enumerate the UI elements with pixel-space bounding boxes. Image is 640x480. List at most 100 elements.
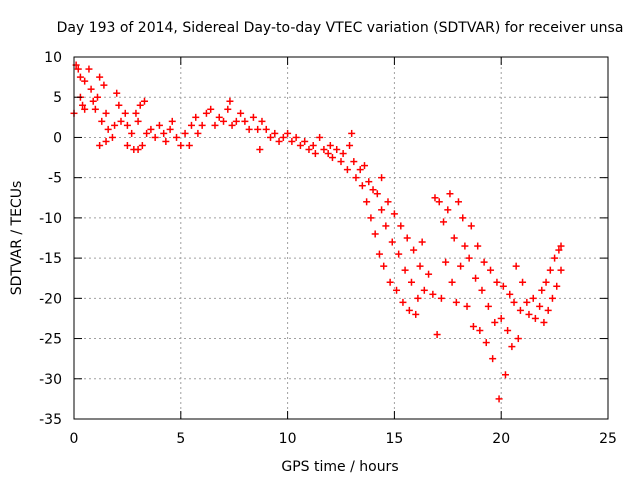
- data-point: [388, 238, 396, 246]
- x-tick-label: 0: [70, 431, 79, 447]
- data-point: [546, 266, 554, 274]
- data-point: [461, 242, 469, 250]
- data-point: [540, 318, 548, 326]
- data-point: [326, 141, 334, 149]
- data-point: [350, 158, 358, 166]
- data-point: [211, 121, 219, 129]
- data-point: [360, 162, 368, 170]
- x-tick-label: 25: [599, 431, 617, 447]
- data-point: [380, 262, 388, 270]
- y-tick-label: -5: [48, 171, 62, 187]
- data-point: [346, 141, 354, 149]
- data-point: [117, 117, 125, 125]
- data-point: [104, 125, 112, 133]
- data-point: [339, 150, 347, 158]
- data-point: [472, 274, 480, 282]
- data-point: [151, 133, 159, 141]
- data-point: [232, 117, 240, 125]
- data-point: [510, 298, 518, 306]
- data-point: [241, 117, 249, 125]
- data-point: [147, 125, 155, 133]
- data-point: [173, 133, 181, 141]
- data-point: [111, 121, 119, 129]
- data-point: [516, 306, 524, 314]
- data-point: [480, 258, 488, 266]
- data-point: [414, 294, 422, 302]
- x-tick-label: 20: [492, 431, 510, 447]
- data-point: [463, 302, 471, 310]
- data-point: [333, 146, 341, 154]
- data-point: [311, 150, 319, 158]
- data-point: [395, 250, 403, 258]
- data-point: [386, 278, 394, 286]
- data-point: [497, 314, 505, 322]
- data-point: [454, 198, 462, 206]
- ticks: 0 5 10 15 20 25 10 5 0 -5 -10 -15 -20 -25 -30 -35: [39, 50, 617, 447]
- data-point: [343, 166, 351, 174]
- data-point: [433, 331, 441, 339]
- data-point: [553, 282, 561, 290]
- data-point: [514, 335, 522, 343]
- data-points: [70, 61, 565, 403]
- y-axis-label: SDTVAR / TECUs: [9, 181, 25, 296]
- data-point: [254, 125, 262, 133]
- y-tick-label: -35: [39, 412, 62, 428]
- data-point: [258, 117, 266, 125]
- data-point: [89, 97, 97, 105]
- data-point: [202, 109, 210, 117]
- y-tick-label: -25: [39, 332, 62, 348]
- data-point: [237, 109, 245, 117]
- data-point: [440, 218, 448, 226]
- data-point: [465, 254, 473, 262]
- data-point: [121, 109, 129, 117]
- data-point: [519, 278, 527, 286]
- data-point: [168, 117, 176, 125]
- data-point: [489, 355, 497, 363]
- data-point: [390, 210, 398, 218]
- data-point: [113, 89, 121, 97]
- data-point: [296, 141, 304, 149]
- data-point: [288, 137, 296, 145]
- data-point: [100, 81, 108, 89]
- data-point: [418, 238, 426, 246]
- data-point: [194, 129, 202, 137]
- data-point: [523, 298, 531, 306]
- data-point: [123, 141, 131, 149]
- data-point: [384, 198, 392, 206]
- data-point: [187, 121, 195, 129]
- data-point: [102, 137, 110, 145]
- y-tick-label: 0: [53, 130, 62, 146]
- data-point: [501, 371, 509, 379]
- data-point: [256, 146, 264, 154]
- data-point: [493, 278, 501, 286]
- data-point: [442, 258, 450, 266]
- data-point: [91, 105, 99, 113]
- data-point: [76, 73, 84, 81]
- data-point: [412, 310, 420, 318]
- y-tick-label: -20: [39, 291, 62, 307]
- data-point: [365, 178, 373, 186]
- data-point: [437, 294, 445, 302]
- data-point: [544, 306, 552, 314]
- data-point: [305, 146, 313, 154]
- data-point: [367, 214, 375, 222]
- data-point: [224, 105, 232, 113]
- y-tick-label: -30: [39, 372, 62, 388]
- data-point: [425, 270, 433, 278]
- data-point: [382, 222, 390, 230]
- data-point: [81, 105, 89, 113]
- data-point: [128, 129, 136, 137]
- data-point: [309, 141, 317, 149]
- data-point: [469, 322, 477, 330]
- data-point: [271, 129, 279, 137]
- y-tick-label: -15: [39, 251, 62, 267]
- data-point: [375, 250, 383, 258]
- y-tick-label: 5: [53, 90, 62, 106]
- data-point: [450, 234, 458, 242]
- data-point: [292, 133, 300, 141]
- data-point: [207, 105, 215, 113]
- data-point: [378, 206, 386, 214]
- data-point: [525, 310, 533, 318]
- data-point: [529, 294, 537, 302]
